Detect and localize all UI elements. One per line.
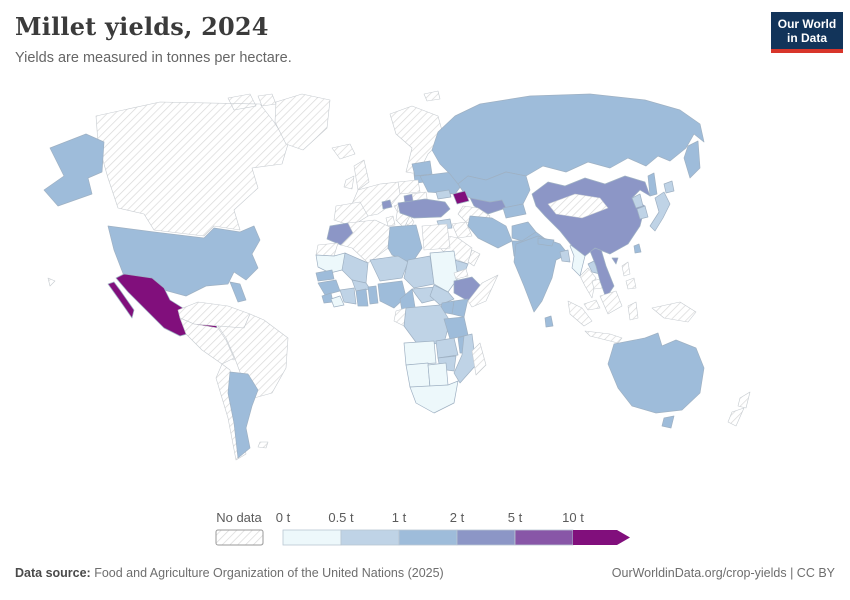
country-liberia[interactable] <box>330 295 345 308</box>
country-turkey[interactable] <box>397 198 451 219</box>
owid-link[interactable]: OurWorldinData.org/crop-yields | CC BY <box>611 566 835 580</box>
country-kenya[interactable] <box>451 298 469 318</box>
world-map <box>0 88 850 508</box>
country-oman[interactable] <box>467 249 481 267</box>
owid-logo-line2: in Data <box>786 30 827 45</box>
data-source-label: Data source: <box>15 566 91 580</box>
country-taiwan[interactable] <box>633 243 642 254</box>
country-greenland[interactable] <box>274 93 331 151</box>
country-japan[interactable] <box>649 180 675 232</box>
page-subtitle: Yields are measured in tonnes per hectar… <box>15 50 292 66</box>
country-iraq[interactable] <box>451 221 473 239</box>
country-spain[interactable] <box>333 201 369 227</box>
country-niger[interactable] <box>369 255 409 282</box>
country-azerbaijan[interactable] <box>452 190 470 205</box>
country-senegal[interactable] <box>315 269 335 282</box>
country-togo-benin[interactable] <box>367 285 379 305</box>
country-kyrgyzstan-tajikistan[interactable] <box>502 203 527 219</box>
legend-no-data-swatch[interactable] <box>215 529 264 546</box>
legend-tick-4: 5 t <box>508 510 523 525</box>
country-new-zealand[interactable] <box>727 391 751 427</box>
legend-tick-2: 1 t <box>392 510 407 525</box>
chart-header: Millet yields, 2024 Yields are measured … <box>15 12 750 66</box>
legend-tick-5: 10 t <box>562 510 584 525</box>
map-legend: No data 0 t 0.5 t 1 t 2 t 5 t 10 t <box>205 507 645 556</box>
country-egypt[interactable] <box>421 223 451 251</box>
legend-bin-1-2[interactable] <box>398 529 458 546</box>
legend-bin-2-5[interactable] <box>456 529 516 546</box>
country-nigeria[interactable] <box>377 280 407 309</box>
country-united-kingdom[interactable] <box>353 159 370 191</box>
country-sudan[interactable] <box>429 250 459 293</box>
legend-svg: No data 0 t 0.5 t 1 t 2 t 5 t 10 t <box>215 510 630 546</box>
legend-no-data-label: No data <box>216 510 262 525</box>
country-malaysia[interactable] <box>583 299 601 311</box>
country-indonesia[interactable] <box>567 290 639 344</box>
country-botswana[interactable] <box>427 362 449 388</box>
legend-tick-3: 2 t <box>450 510 465 525</box>
country-ivory-coast[interactable] <box>339 287 357 305</box>
country-bangladesh[interactable] <box>559 249 571 263</box>
data-source: Data source: Food and Agriculture Organi… <box>15 566 444 580</box>
country-tunisia[interactable] <box>385 215 396 227</box>
country-new-guinea[interactable] <box>651 301 697 323</box>
world-map-svg <box>43 90 751 461</box>
country-svalbard[interactable] <box>423 90 441 102</box>
data-source-text: Food and Agriculture Organization of the… <box>90 566 444 580</box>
country-nepal[interactable] <box>537 237 555 247</box>
country-switzerland[interactable] <box>381 199 393 210</box>
chart-footer: Data source: Food and Agriculture Organi… <box>0 566 850 580</box>
legend-tick-0: 0 t <box>276 510 291 525</box>
owid-logo[interactable]: Our World in Data <box>771 12 843 53</box>
country-somalia[interactable] <box>467 274 499 308</box>
country-poland[interactable] <box>397 179 421 195</box>
country-ghana[interactable] <box>355 288 369 307</box>
country-sierra-leone[interactable] <box>321 292 334 304</box>
country-iran[interactable] <box>467 215 513 249</box>
country-madagascar[interactable] <box>471 342 487 376</box>
country-hawaii[interactable] <box>47 277 56 287</box>
legend-bin-10+[interactable] <box>573 530 630 545</box>
country-western-sahara[interactable] <box>315 242 339 257</box>
country-ireland[interactable] <box>343 175 355 190</box>
country-eritrea[interactable] <box>453 268 469 280</box>
country-peru[interactable] <box>179 317 235 365</box>
country-georgia[interactable] <box>435 189 452 200</box>
country-mozambique[interactable] <box>453 333 477 384</box>
page-title: Millet yields, 2024 <box>15 12 269 41</box>
country-north-korea[interactable] <box>631 193 644 209</box>
country-burkina-faso[interactable] <box>351 279 371 292</box>
country-australia[interactable] <box>607 332 705 429</box>
country-brazil[interactable] <box>217 313 289 399</box>
country-angola[interactable] <box>403 340 437 366</box>
legend-tick-1: 0.5 t <box>328 510 354 525</box>
country-south-africa[interactable] <box>409 380 459 414</box>
legend-bin-0.5-1[interactable] <box>340 529 400 546</box>
country-iceland[interactable] <box>331 143 356 160</box>
country-namibia[interactable] <box>405 362 431 390</box>
country-drc[interactable] <box>403 304 451 346</box>
country-argentina[interactable] <box>227 371 259 459</box>
country-guinea[interactable] <box>317 279 341 296</box>
legend-bin-0-0.5[interactable] <box>282 529 342 546</box>
country-united-states[interactable] <box>43 133 261 303</box>
country-mongolia[interactable] <box>547 193 609 219</box>
legend-bin-5-10[interactable] <box>514 529 574 546</box>
country-chad[interactable] <box>403 255 435 289</box>
country-zambia[interactable] <box>435 337 459 359</box>
country-falkland-islands[interactable] <box>257 441 269 449</box>
country-hainan[interactable] <box>611 257 619 265</box>
country-india[interactable] <box>513 235 569 313</box>
owid-logo-line1: Our World <box>777 16 837 31</box>
country-philippines[interactable] <box>621 261 637 290</box>
country-south-korea[interactable] <box>636 205 649 220</box>
country-sri-lanka[interactable] <box>544 315 554 328</box>
country-belarus[interactable] <box>411 160 433 177</box>
country-canada[interactable] <box>95 93 289 237</box>
